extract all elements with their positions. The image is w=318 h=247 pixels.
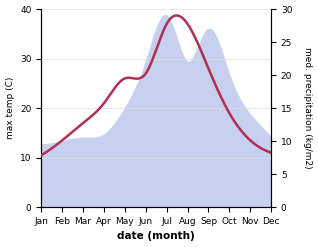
Y-axis label: med. precipitation (kg/m2): med. precipitation (kg/m2) xyxy=(303,47,313,169)
Y-axis label: max temp (C): max temp (C) xyxy=(5,77,15,139)
X-axis label: date (month): date (month) xyxy=(117,231,195,242)
